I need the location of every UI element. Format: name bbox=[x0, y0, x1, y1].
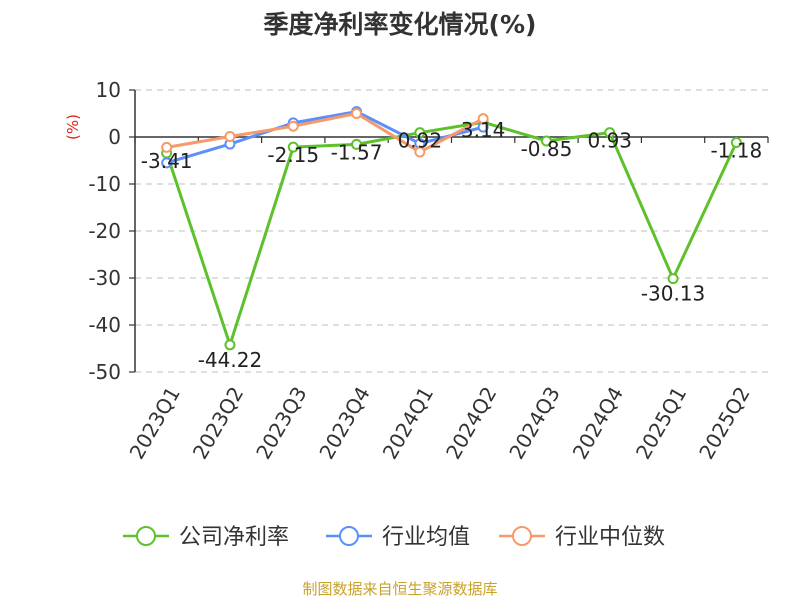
x-tick-label: 2024Q1 bbox=[378, 382, 438, 463]
data-label: -2.15 bbox=[267, 143, 319, 167]
x-tick-labels: 2023Q1 2023Q2 2023Q3 2023Q4 2024Q1 2024Q2 2024… bbox=[125, 382, 755, 463]
y-axis-label: (%) bbox=[64, 114, 82, 140]
data-point bbox=[477, 113, 489, 125]
y-tick-label: -40 bbox=[88, 313, 121, 337]
data-label: -30.13 bbox=[641, 282, 705, 306]
series-line bbox=[165, 120, 738, 347]
data-point bbox=[287, 120, 299, 132]
data-label: 3.14 bbox=[461, 118, 506, 142]
legend-label: 公司净利率 bbox=[179, 525, 289, 550]
legend-marker bbox=[339, 526, 359, 546]
y-tick-labels: 10 0 -10 -20 -30 -40 -50 bbox=[88, 78, 121, 384]
data-label: -0.85 bbox=[521, 137, 573, 161]
data-point bbox=[540, 135, 552, 147]
x-tick-label: 2023Q1 bbox=[125, 383, 185, 464]
data-label: -1.18 bbox=[710, 139, 762, 163]
x-tick-label: 2024Q3 bbox=[504, 383, 564, 464]
x-tick-label: 2025Q2 bbox=[694, 383, 754, 464]
y-tick-label: 0 bbox=[108, 125, 121, 149]
series-line bbox=[166, 110, 484, 165]
x-tick-label: 2024Q4 bbox=[568, 383, 628, 464]
data-label: -44.22 bbox=[198, 348, 262, 372]
data-point bbox=[224, 131, 236, 143]
source-note: 制图数据来自恒生聚源数据库 bbox=[302, 580, 497, 598]
data-point bbox=[730, 137, 742, 149]
legend-marker bbox=[136, 526, 156, 546]
y-tick-label: 10 bbox=[96, 78, 121, 102]
legend-label: 行业中位数 bbox=[555, 525, 665, 550]
chart-title: 季度净利率变化情况(%) bbox=[264, 10, 537, 39]
legend-label: 行业均值 bbox=[382, 525, 470, 550]
data-point bbox=[287, 141, 299, 153]
y-tick-label: -50 bbox=[88, 360, 121, 384]
x-tick-label: 2024Q2 bbox=[441, 383, 501, 464]
data-point bbox=[667, 273, 679, 285]
legend-item[interactable]: 行业中位数 bbox=[499, 525, 665, 550]
legend-marker bbox=[512, 526, 532, 546]
data-point bbox=[351, 108, 363, 119]
data-point bbox=[414, 146, 426, 158]
y-tick-label: -10 bbox=[88, 172, 121, 196]
data-label: -3.41 bbox=[141, 149, 193, 173]
series-group bbox=[161, 106, 742, 351]
data-point bbox=[161, 157, 173, 169]
y-tick-label: -30 bbox=[88, 266, 121, 290]
data-label: 0.93 bbox=[587, 129, 632, 153]
data-point bbox=[224, 339, 236, 351]
legend-item[interactable]: 行业均值 bbox=[326, 525, 470, 550]
data-point bbox=[351, 138, 363, 150]
series-公司净利率 bbox=[161, 116, 742, 351]
series-行业中位数 bbox=[161, 108, 489, 158]
data-labels: -3.41 -44.22 -2.15 -1.57 0.92 3.14 -0.85 0.93 -3… bbox=[141, 118, 762, 372]
data-point bbox=[604, 127, 616, 139]
x-tick-label: 2023Q2 bbox=[188, 383, 248, 464]
data-label: -1.57 bbox=[331, 140, 383, 164]
data-point bbox=[414, 127, 426, 139]
series-line bbox=[166, 112, 484, 154]
y-tick-label: -20 bbox=[88, 219, 121, 243]
x-tick-label: 2023Q4 bbox=[314, 383, 374, 464]
legend[interactable]: 公司净利率 行业均值 行业中位数 bbox=[123, 525, 665, 550]
x-tick-label: 2023Q3 bbox=[251, 383, 311, 464]
x-tick-label: 2025Q1 bbox=[631, 383, 691, 464]
data-point bbox=[161, 141, 173, 153]
legend-item[interactable]: 公司净利率 bbox=[123, 525, 289, 550]
data-label: 0.92 bbox=[398, 129, 443, 153]
